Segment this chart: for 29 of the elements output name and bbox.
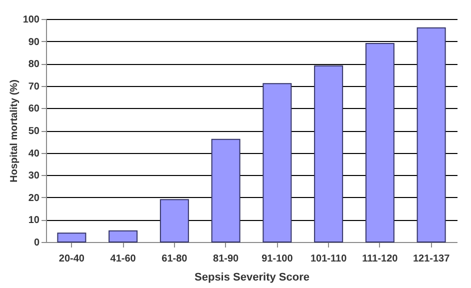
y-tick-label: 50 [28, 126, 40, 137]
y-tick-label: 20 [28, 192, 40, 204]
y-tick-label: 80 [28, 59, 40, 70]
bar [160, 199, 189, 242]
x-tick-label: 101-110 [310, 254, 348, 264]
y-tick-label: 60 [28, 104, 40, 115]
y-tick-label: 30 [28, 170, 40, 182]
x-tick-label: 81-90 [213, 254, 240, 264]
y-axis-title: Hospital mortality (%) [8, 80, 20, 182]
x-axis-title: Sepsis Severity Score [194, 272, 310, 284]
x-tick-label: 111-120 [362, 254, 398, 264]
y-tick-label: 10 [28, 215, 40, 226]
bar [416, 27, 446, 242]
y-tick-label: 100 [22, 14, 40, 26]
y-tick-label: 70 [28, 81, 40, 92]
x-tick-label: 121-137 [412, 254, 450, 264]
y-tick-label: 0 [34, 238, 40, 248]
y-tick-label: 90 [28, 36, 40, 48]
bar [108, 230, 138, 242]
bar [314, 65, 344, 242]
bar [262, 83, 292, 242]
bar [57, 232, 86, 242]
bar [365, 43, 394, 242]
x-tick-label: 41-60 [110, 254, 136, 264]
bar [211, 138, 240, 242]
y-tick-label: 40 [28, 148, 40, 160]
x-tick-label: 91-100 [262, 254, 294, 264]
x-tick-label: 20-40 [58, 254, 85, 264]
x-tick-label: 61-80 [162, 254, 188, 264]
